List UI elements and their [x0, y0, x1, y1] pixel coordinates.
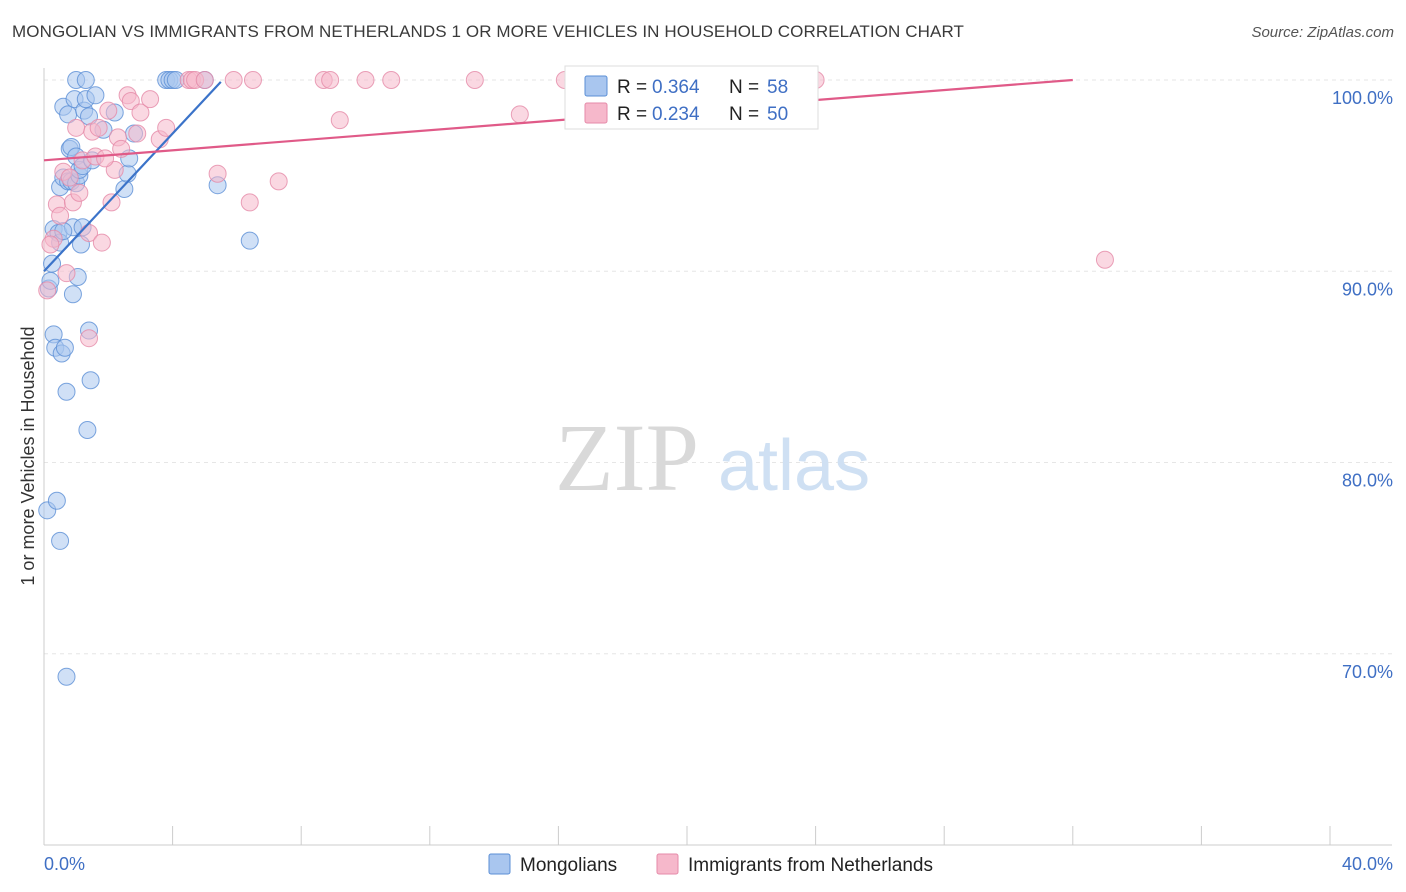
y-axis-title: 1 or more Vehicles in Household — [18, 326, 38, 585]
legend-n-label-2: N = — [729, 104, 759, 125]
netherlands-point — [67, 118, 86, 137]
netherlands-point — [80, 329, 99, 348]
netherlands-point — [51, 206, 70, 225]
legend-n-value-1: 58 — [767, 77, 788, 98]
axes — [43, 68, 1392, 846]
netherlands-point — [141, 90, 160, 109]
netherlands-point — [128, 124, 147, 143]
netherlands-point — [243, 71, 262, 89]
netherlands-point — [356, 71, 375, 89]
netherlands-point — [240, 193, 259, 212]
netherlands-point — [102, 193, 121, 212]
legend-r-label-2: R = — [617, 104, 647, 125]
netherlands-point — [321, 71, 340, 89]
netherlands-point — [382, 71, 401, 89]
netherlands-point — [510, 105, 529, 124]
grid-lines — [44, 79, 1392, 655]
netherlands-point — [465, 71, 484, 89]
netherlands-point — [105, 160, 124, 179]
legend-swatch-mongolians — [584, 75, 608, 97]
netherlands-trend-line — [43, 78, 1073, 162]
bottom-legend: Mongolians Immigrants from Netherlands — [488, 853, 933, 876]
mongolians-point — [81, 371, 100, 390]
bottom-legend-netherlands: Immigrants from Netherlands — [688, 855, 933, 876]
netherlands-point — [1095, 250, 1114, 269]
watermark-zip: ZIP — [555, 404, 699, 511]
netherlands-point — [70, 183, 89, 202]
data-points — [38, 71, 1114, 686]
bottom-legend-mongolians: Mongolians — [520, 855, 617, 876]
netherlands-point — [92, 233, 111, 252]
mongolians-point — [51, 531, 70, 550]
mongolians-point — [78, 420, 97, 439]
mongolians-point — [240, 231, 259, 250]
mongolians-point — [76, 71, 95, 89]
y-tick-label: 90.0% — [1342, 279, 1393, 299]
source-label: Source: ZipAtlas.com — [1251, 24, 1394, 41]
netherlands-point — [96, 149, 115, 168]
mongolians-point — [63, 285, 82, 304]
watermark: ZIP atlas — [555, 404, 870, 511]
netherlands-point — [89, 118, 108, 137]
netherlands-point — [41, 235, 60, 254]
netherlands-point — [38, 281, 57, 300]
x-tick-label-min: 0.0% — [44, 854, 85, 874]
netherlands-point — [131, 103, 150, 122]
legend-r-label-1: R = — [617, 77, 647, 98]
netherlands-point — [60, 168, 79, 187]
chart-title: MONGOLIAN VS IMMIGRANTS FROM NETHERLANDS… — [12, 22, 964, 41]
x-tick-labels: 0.0% 40.0% — [44, 854, 1393, 874]
watermark-atlas: atlas — [718, 426, 870, 506]
netherlands-point — [269, 172, 288, 191]
y-tick-label: 70.0% — [1342, 662, 1393, 682]
mongolians-point — [55, 338, 74, 357]
legend-swatch-netherlands — [584, 102, 608, 124]
netherlands-point — [195, 71, 214, 89]
y-tick-label: 100.0% — [1332, 88, 1393, 108]
netherlands-point — [99, 101, 118, 120]
trend-lines — [43, 78, 1073, 273]
mongolians-point — [47, 491, 66, 510]
mongolians-point — [86, 86, 105, 105]
y-tick-label: 80.0% — [1342, 471, 1393, 491]
bottom-legend-swatch-mongolians — [488, 853, 511, 875]
netherlands-point — [330, 111, 349, 130]
legend-r-value-1: 0.364 — [652, 77, 700, 98]
legend: R = 0.364 N = 58 R = 0.234 N = 50 — [564, 65, 819, 130]
y-tick-labels: 70.0% 80.0% 90.0% 100.0% — [1332, 88, 1393, 682]
legend-n-label-1: N = — [729, 77, 759, 98]
mongolians-point — [115, 180, 134, 199]
netherlands-point — [224, 71, 243, 89]
legend-r-value-2: 0.234 — [652, 104, 700, 125]
netherlands-point — [57, 264, 76, 283]
netherlands-point — [121, 92, 140, 111]
x-tick-label-max: 40.0% — [1342, 854, 1393, 874]
mongolians-point — [57, 382, 76, 401]
mongolians-trend-line — [43, 81, 222, 273]
netherlands-point — [208, 164, 227, 183]
bottom-legend-swatch-netherlands — [656, 853, 679, 875]
netherlands-point — [157, 118, 176, 137]
legend-n-value-2: 50 — [767, 104, 788, 125]
mongolians-point — [57, 667, 76, 686]
